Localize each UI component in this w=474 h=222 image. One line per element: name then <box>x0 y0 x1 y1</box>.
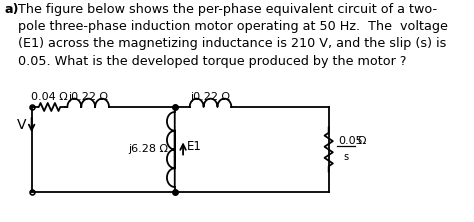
Text: a): a) <box>4 3 18 16</box>
Text: Ω: Ω <box>358 135 366 145</box>
Text: j6.28 Ω: j6.28 Ω <box>128 145 168 155</box>
Text: s: s <box>344 151 349 161</box>
Text: The figure below shows the per-phase equivalent circuit of a two-
pole three-pha: The figure below shows the per-phase equ… <box>18 3 448 68</box>
Text: j0.22 Ω: j0.22 Ω <box>191 92 230 102</box>
Text: V: V <box>17 118 27 132</box>
Text: j0.22 Ω: j0.22 Ω <box>68 92 108 102</box>
Text: 0.05: 0.05 <box>338 135 363 145</box>
Text: 0.04 Ω: 0.04 Ω <box>31 92 68 102</box>
Text: E1: E1 <box>187 140 202 153</box>
